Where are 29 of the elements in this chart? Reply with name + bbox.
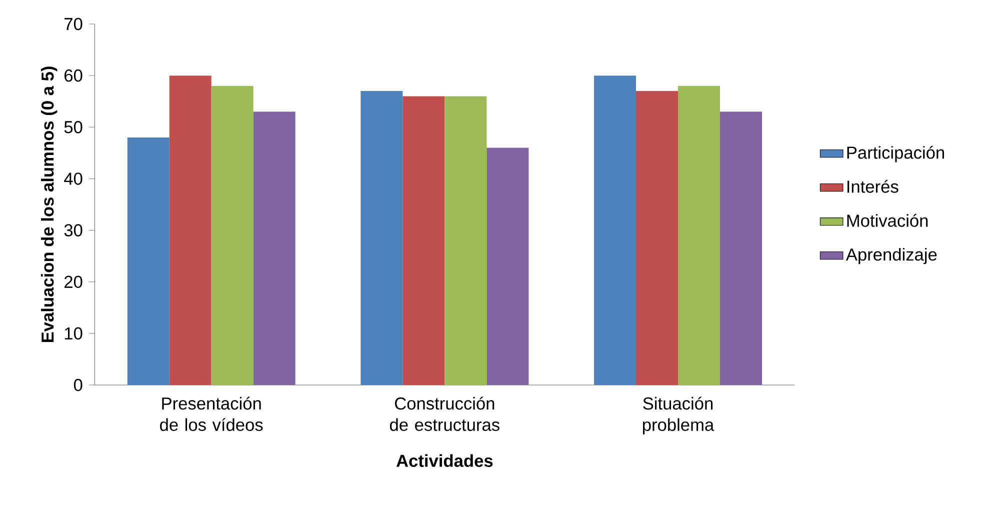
y-tick-label: 30 — [64, 224, 82, 236]
x-tick-label: Construcción de estructuras — [390, 396, 500, 431]
y-tick-label: 60 — [64, 69, 82, 82]
y-tick-label: 0 — [74, 378, 82, 392]
legend-label: Participación — [847, 146, 944, 162]
bar — [678, 86, 720, 385]
x-axis-title: Actividades — [396, 454, 493, 467]
y-tick-label: 40 — [64, 172, 82, 185]
y-tick-label: 50 — [64, 121, 82, 134]
y-tick-label: 20 — [64, 276, 82, 288]
legend-label: Aprendizaje — [846, 248, 937, 264]
bar — [169, 76, 212, 385]
legend-label: Interés — [848, 180, 898, 193]
bar — [402, 96, 445, 385]
x-tick-label: Situación problema — [642, 396, 714, 434]
bar — [636, 91, 678, 385]
y-axis-title: Evaluacion de los alumnos (0 a 5) — [41, 66, 58, 342]
bar — [486, 148, 529, 385]
x-tick-label: Presentación de los vídeos — [160, 396, 263, 431]
bar — [360, 91, 403, 385]
legend-label: Motivación — [847, 214, 928, 227]
bar — [127, 137, 170, 385]
bar — [444, 96, 487, 385]
bar — [720, 112, 762, 385]
y-tick-label: 10 — [64, 327, 82, 340]
y-tick-label: 70 — [64, 18, 82, 30]
bar — [594, 76, 636, 385]
bar — [211, 86, 254, 385]
bar — [253, 112, 296, 385]
